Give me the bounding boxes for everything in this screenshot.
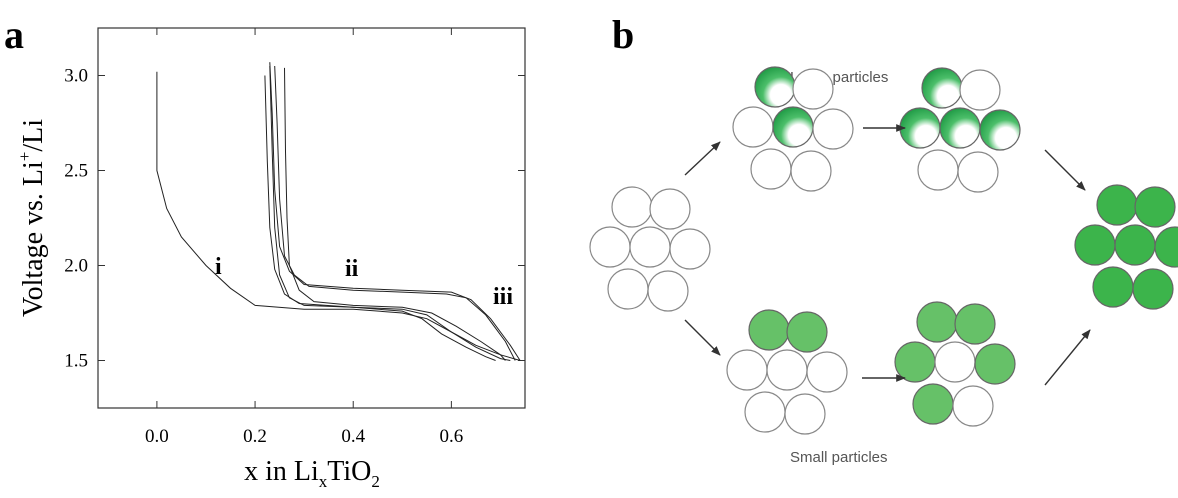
particle bbox=[917, 149, 959, 191]
particle bbox=[921, 67, 963, 109]
particle bbox=[629, 226, 671, 268]
particle bbox=[647, 270, 689, 312]
particle bbox=[1154, 226, 1178, 268]
curve bbox=[274, 65, 516, 361]
label-part: /Li bbox=[18, 119, 49, 152]
y-tick-label: 3.0 bbox=[64, 66, 88, 87]
particle bbox=[786, 311, 828, 353]
particle bbox=[611, 186, 653, 228]
particle bbox=[649, 188, 691, 230]
curve bbox=[264, 75, 496, 361]
particle bbox=[790, 150, 832, 192]
label-part: Voltage vs. Li bbox=[18, 161, 49, 317]
curve bbox=[269, 62, 521, 361]
label-sup: + bbox=[15, 152, 34, 162]
diagram bbox=[589, 66, 1178, 435]
particle bbox=[959, 69, 1001, 111]
particle bbox=[954, 303, 996, 345]
x-tick-label: 0.2 bbox=[243, 426, 267, 447]
annotation: ii bbox=[345, 256, 359, 282]
particle bbox=[812, 108, 854, 150]
particle bbox=[754, 66, 796, 108]
particle bbox=[766, 349, 808, 391]
x-tick-label: 0.0 bbox=[145, 426, 169, 447]
x-axis-label: x in LixTiO2 bbox=[244, 456, 380, 491]
particle bbox=[939, 107, 981, 149]
particle bbox=[979, 109, 1021, 151]
panel-label: b bbox=[612, 12, 634, 57]
annotation: iii bbox=[493, 284, 513, 310]
label-sub: x bbox=[319, 472, 328, 491]
particle bbox=[607, 268, 649, 310]
x-tick-label: 0.6 bbox=[440, 426, 464, 447]
particle bbox=[772, 106, 814, 148]
curve bbox=[269, 65, 511, 361]
particle bbox=[732, 106, 774, 148]
particle bbox=[1096, 184, 1138, 226]
particle bbox=[806, 351, 848, 393]
label-sub: 2 bbox=[371, 472, 380, 491]
particle bbox=[916, 301, 958, 343]
particle bbox=[589, 226, 631, 268]
label-part: x in Li bbox=[244, 456, 319, 487]
y-axis-label: Voltage vs. Li+/Li bbox=[15, 119, 49, 317]
particle bbox=[792, 68, 834, 110]
y-tick-label: 2.5 bbox=[64, 161, 88, 182]
particle bbox=[957, 151, 999, 193]
particle bbox=[669, 228, 711, 270]
particle bbox=[726, 349, 768, 391]
arrow bbox=[1044, 329, 1091, 386]
curve bbox=[156, 71, 521, 361]
particle bbox=[952, 385, 994, 427]
arrow bbox=[684, 141, 721, 176]
particle bbox=[748, 309, 790, 351]
panel-label: a bbox=[4, 12, 24, 57]
particle bbox=[750, 148, 792, 190]
diagram-label: Small particles bbox=[790, 449, 888, 466]
particle bbox=[1114, 224, 1156, 266]
y-tick-label: 2.0 bbox=[64, 256, 88, 277]
particle bbox=[899, 107, 941, 149]
particle bbox=[1134, 186, 1176, 228]
particle bbox=[912, 383, 954, 425]
particle bbox=[744, 391, 786, 433]
particle bbox=[1132, 268, 1174, 310]
particle bbox=[894, 341, 936, 383]
x-tick-label: 0.4 bbox=[341, 426, 365, 447]
label-part: TiO bbox=[327, 456, 371, 487]
annotation: i bbox=[215, 254, 222, 280]
particle bbox=[1074, 224, 1116, 266]
arrow bbox=[684, 319, 721, 356]
particle bbox=[1092, 266, 1134, 308]
plot-frame bbox=[97, 27, 526, 409]
y-tick-label: 1.5 bbox=[64, 351, 88, 372]
particle bbox=[934, 341, 976, 383]
curve bbox=[284, 67, 506, 361]
particle bbox=[784, 393, 826, 435]
arrow bbox=[1044, 149, 1086, 191]
particle bbox=[974, 343, 1016, 385]
